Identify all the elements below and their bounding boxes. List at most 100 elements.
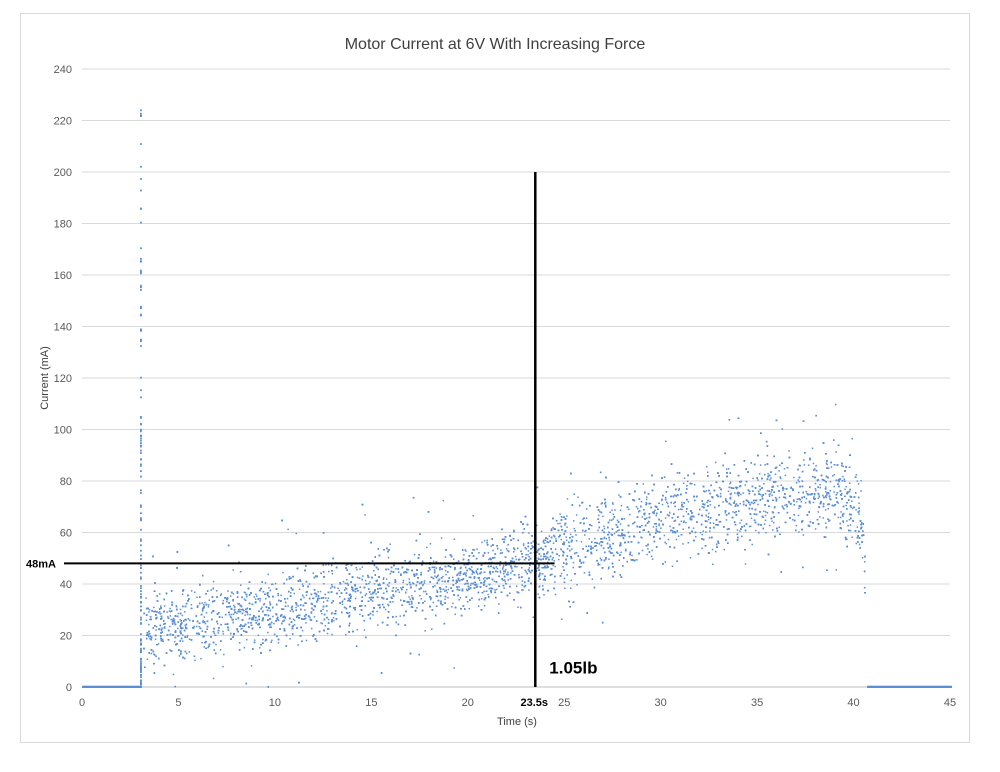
data-point bbox=[689, 557, 692, 559]
data-point bbox=[261, 606, 263, 609]
data-point bbox=[495, 566, 498, 568]
data-point bbox=[378, 587, 381, 590]
data-point bbox=[459, 597, 462, 599]
data-point bbox=[431, 628, 433, 630]
data-point bbox=[622, 536, 624, 539]
data-point bbox=[610, 519, 613, 521]
data-point bbox=[687, 541, 690, 544]
data-point bbox=[812, 501, 815, 504]
data-point bbox=[140, 389, 142, 392]
data-point bbox=[402, 579, 405, 582]
data-point bbox=[423, 580, 426, 582]
data-point bbox=[618, 559, 620, 561]
data-point bbox=[325, 563, 327, 566]
data-point bbox=[601, 538, 603, 540]
data-point bbox=[203, 646, 206, 648]
data-point bbox=[541, 567, 543, 569]
data-point bbox=[714, 461, 717, 464]
data-point bbox=[464, 549, 466, 551]
data-point bbox=[384, 608, 387, 611]
data-point bbox=[175, 605, 178, 608]
data-point bbox=[237, 610, 239, 613]
data-point bbox=[480, 598, 483, 600]
data-point bbox=[269, 626, 271, 628]
data-point bbox=[490, 545, 492, 547]
data-point bbox=[546, 565, 548, 567]
data-point bbox=[202, 603, 205, 606]
data-point bbox=[140, 622, 142, 624]
data-point bbox=[744, 563, 747, 565]
data-point bbox=[166, 611, 168, 613]
data-point bbox=[646, 553, 648, 556]
data-point bbox=[140, 221, 142, 224]
data-point bbox=[478, 579, 481, 581]
data-point bbox=[486, 539, 489, 542]
data-point bbox=[597, 529, 599, 532]
data-point bbox=[429, 568, 431, 571]
data-point bbox=[483, 539, 486, 542]
data-point bbox=[241, 627, 243, 630]
data-point bbox=[451, 606, 453, 608]
data-point bbox=[152, 610, 155, 613]
data-point bbox=[706, 520, 708, 523]
data-point bbox=[246, 595, 248, 598]
data-point bbox=[424, 600, 426, 603]
data-point bbox=[176, 643, 179, 645]
data-point bbox=[641, 524, 643, 527]
data-point bbox=[709, 500, 711, 503]
data-point bbox=[704, 490, 706, 493]
data-point bbox=[492, 549, 494, 552]
data-point bbox=[412, 582, 414, 584]
data-point bbox=[395, 587, 398, 589]
data-point bbox=[454, 613, 456, 616]
data-point bbox=[682, 543, 684, 545]
data-point bbox=[629, 513, 631, 516]
data-point bbox=[374, 590, 376, 593]
data-point bbox=[373, 564, 376, 567]
data-point bbox=[814, 488, 817, 490]
data-point bbox=[154, 638, 157, 640]
data-point bbox=[140, 416, 142, 419]
data-point bbox=[460, 566, 462, 569]
data-point bbox=[637, 511, 640, 513]
data-point bbox=[465, 572, 467, 574]
data-point bbox=[226, 600, 228, 603]
data-point bbox=[846, 520, 848, 522]
data-point bbox=[372, 614, 374, 616]
data-point bbox=[824, 509, 827, 511]
data-point bbox=[254, 598, 257, 600]
data-point bbox=[368, 582, 370, 585]
data-point bbox=[326, 632, 329, 635]
data-point bbox=[463, 572, 466, 574]
data-point bbox=[389, 572, 392, 575]
data-point bbox=[757, 479, 759, 481]
data-point bbox=[140, 416, 142, 418]
data-point bbox=[771, 494, 773, 497]
data-point bbox=[527, 554, 529, 556]
data-point bbox=[645, 502, 648, 505]
data-point bbox=[341, 600, 344, 602]
data-point bbox=[314, 592, 317, 595]
data-point bbox=[298, 588, 301, 591]
data-point bbox=[705, 490, 708, 492]
data-point bbox=[471, 573, 473, 575]
data-point bbox=[546, 538, 549, 540]
data-point bbox=[267, 631, 269, 634]
data-point bbox=[821, 478, 824, 481]
data-point bbox=[408, 561, 410, 564]
data-point bbox=[140, 681, 142, 684]
data-point bbox=[347, 612, 349, 615]
data-point bbox=[666, 502, 669, 505]
data-point bbox=[140, 112, 142, 115]
data-point bbox=[316, 601, 318, 603]
data-point bbox=[730, 503, 732, 506]
data-point bbox=[554, 581, 556, 583]
data-point bbox=[140, 639, 142, 642]
data-point bbox=[562, 566, 564, 568]
data-point bbox=[762, 516, 765, 519]
data-point bbox=[528, 532, 530, 534]
data-point bbox=[681, 508, 683, 511]
data-point bbox=[503, 587, 505, 589]
data-point bbox=[321, 622, 324, 625]
data-point bbox=[140, 601, 142, 604]
